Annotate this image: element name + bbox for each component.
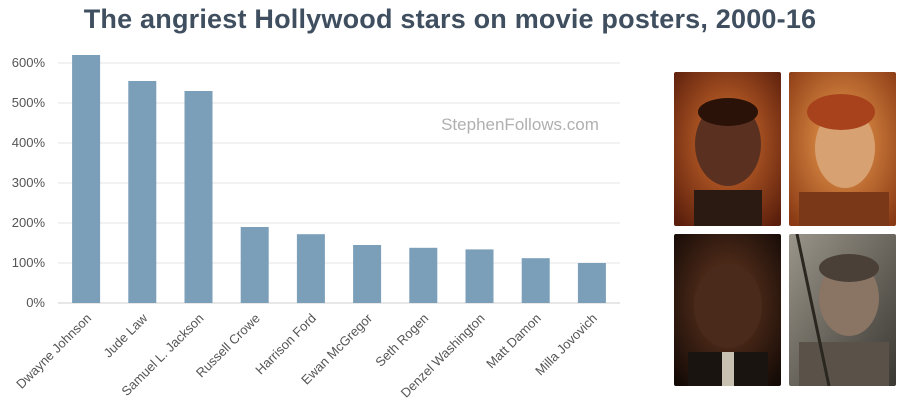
x-tick-label: Jude Law [100, 310, 150, 360]
y-tick-label: 300% [12, 175, 46, 190]
bar [128, 81, 157, 303]
x-tick-label: Matt Damon [483, 311, 544, 372]
y-tick-label: 600% [12, 55, 46, 70]
bars [72, 55, 606, 303]
x-tick-label: Seth Rogen [372, 311, 431, 370]
y-tick-label: 200% [12, 215, 46, 230]
bar [353, 245, 382, 303]
portrait-image [789, 72, 896, 226]
bar [72, 55, 101, 303]
y-axis-ticks: 0% 100% 200% 300% 400% 500% 600% [12, 55, 46, 310]
bar [465, 249, 494, 303]
chart-title: The angriest Hollywood stars on movie po… [83, 4, 817, 34]
portrait-image [674, 234, 781, 386]
photo-dwayne-johnson [674, 72, 781, 226]
bar [296, 234, 325, 303]
photo-russell-crowe [789, 234, 896, 386]
photo-jude-law [789, 72, 896, 226]
x-tick-label: Dwayne Johnson [13, 311, 94, 392]
watermark: StephenFollows.com [441, 115, 599, 134]
bar [409, 247, 438, 303]
bar [577, 263, 606, 303]
portrait-image [789, 234, 896, 386]
portrait-image [674, 72, 781, 226]
bar-chart: 0% 100% 200% 300% 400% 500% 600% Dwayne Johnso… [12, 55, 620, 400]
y-tick-label: 0% [26, 295, 45, 310]
photo-samuel-l-jackson [674, 234, 781, 386]
y-tick-label: 500% [12, 95, 46, 110]
bar [184, 91, 213, 303]
bar [521, 258, 550, 303]
y-tick-label: 100% [12, 255, 46, 270]
y-tick-label: 400% [12, 135, 46, 150]
bar [240, 227, 269, 303]
